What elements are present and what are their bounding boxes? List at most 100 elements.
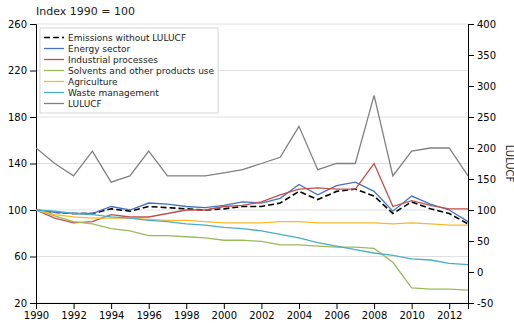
axis-title: LULUCF [504,145,514,183]
tick-label: 1992 [61,310,86,321]
legend-box [40,28,218,113]
legend-swatch [44,48,64,49]
tick: 50 [468,236,490,247]
tick: 2008 [362,303,387,321]
tick-label: 400 [477,19,496,30]
tick-label: 100 [8,205,27,216]
tick: 60 [14,251,36,262]
tick-mark [468,24,474,25]
tick-label: 350 [477,50,496,61]
grid-line [36,117,468,118]
tick: 20 [14,298,36,309]
axis-line [30,25,37,304]
tick-mark [299,303,300,309]
axis-line [37,304,469,310]
legend-item: Waste management [44,88,159,98]
tick-mark [74,303,75,309]
tick-label: 1994 [99,310,124,321]
tick-label: 1996 [136,310,161,321]
series-line [36,164,468,223]
legend-swatch [44,81,64,82]
y-axis: 2060100140180220260 [8,19,37,309]
series-line [36,95,468,182]
legend-label: Industrial processes [68,55,158,65]
tick: 1996 [136,303,161,321]
legend: Emissions without LULUCFEnergy sectorInd… [40,28,218,113]
tick-mark [224,303,225,309]
tick-label: 100 [477,205,496,216]
tick-mark [30,303,36,304]
tick-label: 250 [477,112,496,123]
tick-label: 150 [477,174,496,185]
legend-item: LULUCF [44,99,102,109]
tick-mark [468,210,474,211]
tick-label: 2008 [362,310,387,321]
tick: -50 [468,298,493,309]
legend-item: Emissions without LULUCF [44,33,186,43]
legend-item: Energy sector [44,44,131,54]
tick: 0 [468,267,483,278]
tick: 2000 [212,303,237,321]
tick-mark [149,303,150,309]
tick-label: 2012 [437,310,462,321]
tick: 140 [8,158,36,169]
tick-label: 2000 [212,310,237,321]
tick-label: 2010 [399,310,424,321]
grid [36,24,468,303]
legend-item: Solvents and other products use [44,66,215,76]
tick-mark [468,303,474,304]
series-line [36,210,468,225]
tick: 2002 [249,303,274,321]
tick-label: 300 [477,81,496,92]
legend-swatch [44,92,64,93]
title: Index 1990 = 100 [36,5,135,18]
tick-label: 2002 [249,310,274,321]
tick: 300 [468,81,496,92]
tick-mark [30,257,36,258]
tick-label: 0 [477,267,483,278]
tick-mark [468,179,474,180]
tick: 220 [8,65,36,76]
legend-label: Agriculture [68,77,118,87]
tick: 1992 [61,303,86,321]
tick-mark [186,303,187,309]
tick-mark [30,24,36,25]
x-axis: 1990199219941996199820002002200420062008… [24,303,469,321]
tick: 1990 [24,303,49,321]
grid-line [36,24,468,25]
tick-label: 2006 [324,310,349,321]
legend-label: Emissions without LULUCF [68,33,186,43]
tick-mark [374,303,375,309]
tick-label: 220 [8,65,27,76]
y2-axis: 400350300250200150100500-50 [468,19,496,309]
legend-swatch [44,59,64,60]
tick: 150 [468,174,496,185]
legend-swatch [44,70,64,71]
tick-mark [468,55,474,56]
legend-label: Waste management [68,88,159,98]
tick: 260 [8,19,36,30]
plot: 1990199219941996199820002002200420062008… [8,19,496,321]
legend-label: Solvents and other products use [68,66,215,76]
tick-label: 1998 [174,310,199,321]
lines [36,95,468,290]
tick: 1994 [99,303,124,321]
tick-mark [30,210,36,211]
chart: 1990199219941996199820002002200420062008… [0,0,514,327]
tick: 350 [468,50,496,61]
tick: 2012 [437,303,462,321]
tick-label: 1990 [24,310,49,321]
series-line [36,210,468,290]
tick: 1998 [174,303,199,321]
tick: 100 [8,205,36,216]
tick-label: 50 [477,236,490,247]
legend-swatch [44,37,64,39]
tick-mark [30,71,36,72]
tick-mark [412,303,413,309]
tick-label: 60 [14,251,27,262]
tick-mark [449,303,450,309]
tick-mark [468,241,474,242]
tick-mark [111,303,112,309]
legend-swatch [44,103,64,104]
tick-mark [468,148,474,149]
